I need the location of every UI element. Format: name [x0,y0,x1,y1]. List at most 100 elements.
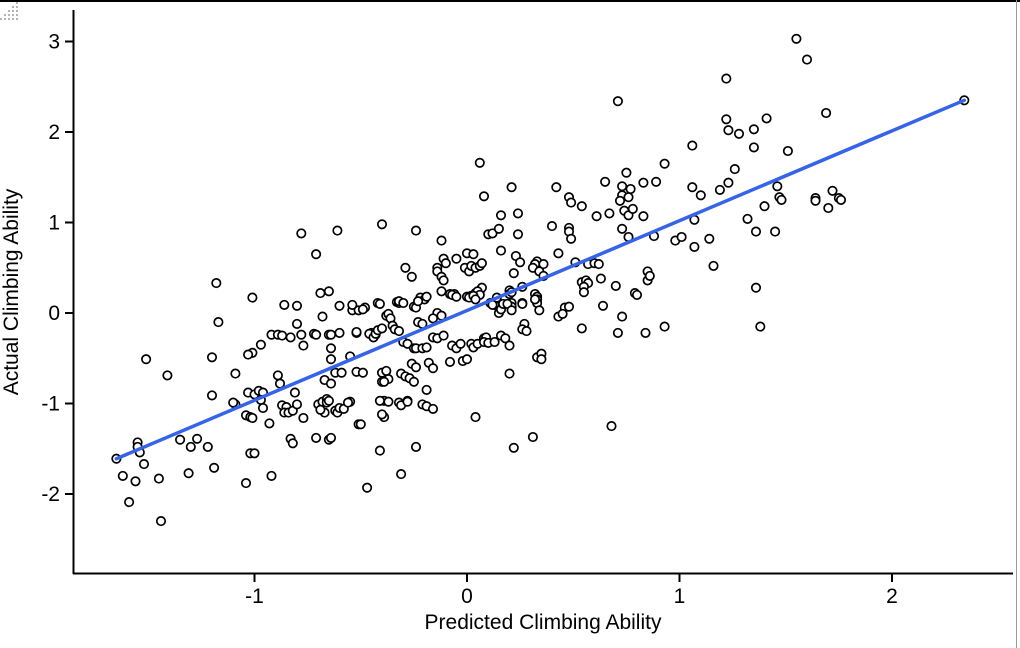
data-point [374,395,385,406]
data-point [489,336,500,348]
data-point [436,286,447,297]
grip-dot [12,10,14,12]
data-point [576,201,587,212]
data-point [835,194,847,205]
data-point [342,397,354,408]
data-point [325,378,337,389]
data-point [277,330,288,341]
data-point [185,441,196,452]
data-point [506,305,517,316]
data-point [687,140,698,151]
data-point [296,228,307,239]
data-point [287,438,298,449]
data-point [600,176,611,187]
data-point [495,245,507,256]
data-point [617,311,628,322]
data-point [228,397,239,408]
regression-line [114,98,966,461]
data-point [374,445,385,456]
data-point [211,278,222,289]
data-point [823,202,834,214]
data-point [521,326,532,337]
data-point [247,412,258,424]
data-point [247,292,258,303]
data-point [264,418,275,429]
data-point [742,213,753,224]
data-point [124,497,135,508]
data-point [155,516,167,527]
data-point [644,270,655,281]
data-point [659,321,670,332]
data-point [436,235,447,246]
data-point [438,275,449,286]
data-point [183,468,194,479]
data-point [631,289,643,300]
data-point [506,182,517,193]
data-point [410,225,422,236]
y-tick-label: 0 [48,302,60,325]
data-point [612,327,623,338]
data-point [362,482,373,493]
data-point [538,259,549,270]
data-point [393,326,405,337]
data-point [355,419,366,430]
data-point [311,249,322,260]
data-point [289,387,300,398]
data-point [782,145,793,157]
grip-dot [12,14,14,16]
data-point [311,432,322,443]
data-point [708,260,719,271]
data-point [770,226,781,237]
data-point [578,287,589,298]
data-point [604,208,615,219]
data-point [529,294,541,305]
data-point [493,223,504,234]
data-point [202,441,213,452]
data-point [325,343,337,354]
data-point [610,280,621,291]
data-point [175,434,186,445]
data-point [504,340,515,351]
data-point [761,113,772,124]
data-point [298,340,309,351]
data-point [317,311,328,322]
data-point [410,362,422,373]
data-point [291,399,303,410]
data-point [402,396,413,407]
grip-dot [12,18,14,20]
data-point [141,354,152,365]
resize-grip-icon[interactable] [0,0,20,20]
data-point [315,404,326,415]
data-point [821,107,832,119]
data-point [504,368,515,379]
data-point [451,291,462,302]
x-tick-label: 2 [886,585,898,608]
data-point [298,412,309,424]
data-point [676,231,687,243]
data-point [153,473,164,484]
data-point [748,142,759,153]
data-point [627,203,638,214]
grip-dot [16,18,18,20]
data-point [291,318,303,329]
data-point [206,390,218,401]
x-tick-label: 0 [461,585,473,608]
data-point [421,384,432,395]
data-point [687,182,698,193]
y-tick-label: 1 [48,212,60,235]
data-point [534,305,545,316]
data-point [376,323,388,334]
y-tick-label: 2 [48,121,60,144]
data-point [733,128,745,139]
data-point [351,326,362,338]
data-point [376,409,388,420]
grip-dot [16,14,18,16]
data-point [323,286,334,297]
data-point [591,211,602,222]
data-point [257,402,269,414]
data-point [291,300,303,311]
data-point [651,176,662,187]
data-point [759,201,770,212]
